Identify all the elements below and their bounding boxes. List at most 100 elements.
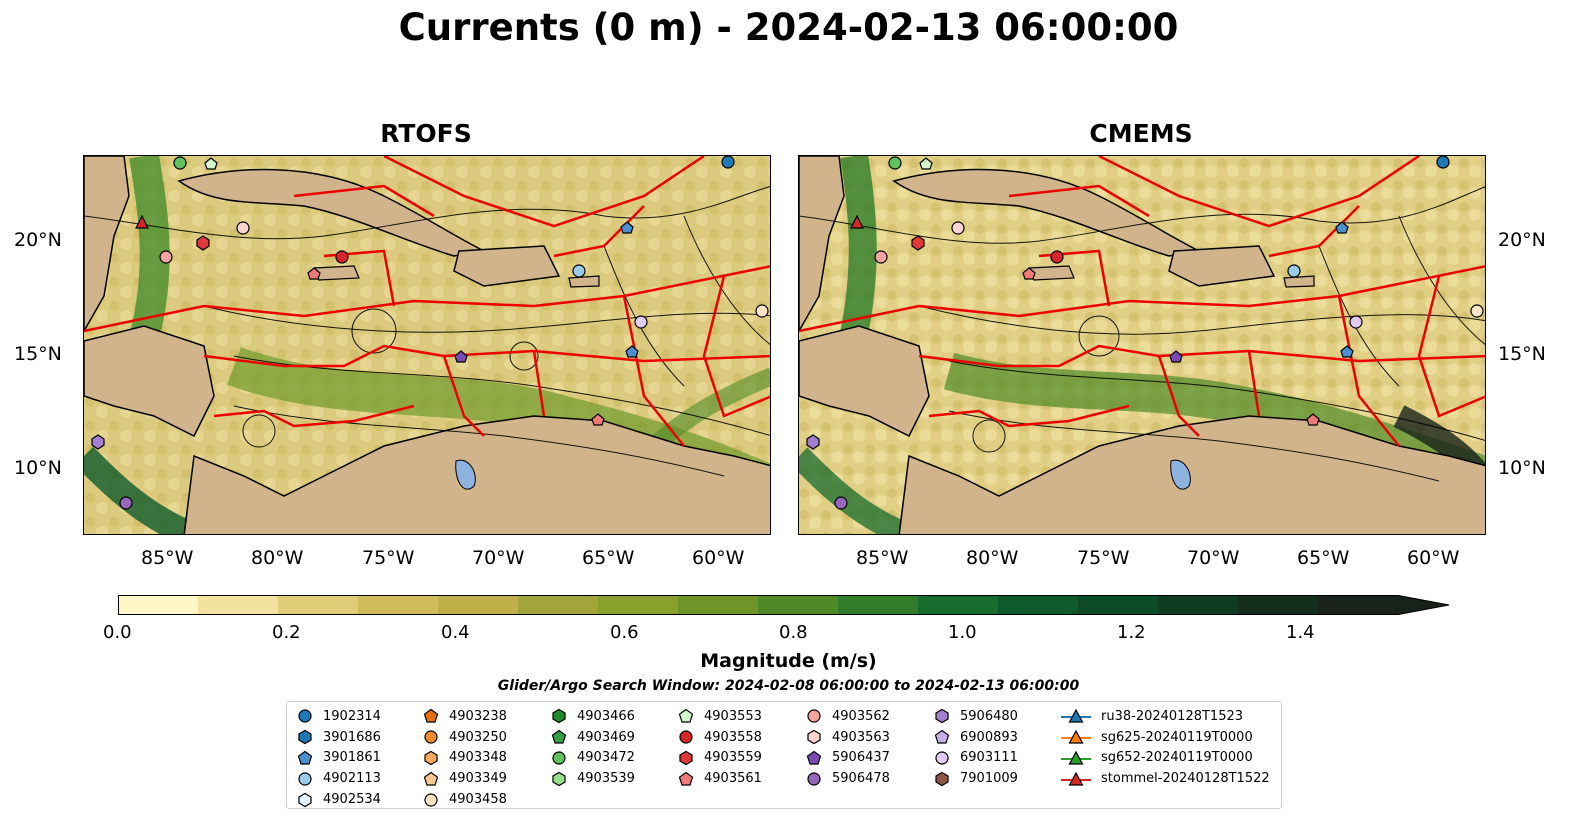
colorbar-segment	[1318, 595, 1399, 615]
legend-marker-icon	[424, 792, 438, 807]
lake-maracaibo	[455, 459, 476, 490]
colorbar-outline	[118, 595, 1450, 615]
legend-column: ru38-20240128T1523 sg625-20240119T0000 sg6…	[1061, 706, 1270, 789]
legend-marker-icon	[551, 729, 567, 744]
legend-item-label: 4903563	[832, 729, 890, 745]
legend-item-label: 6903111	[960, 750, 1018, 766]
argo-markers	[806, 156, 1484, 510]
lon-label: 65°W	[1297, 547, 1350, 569]
colorbar-segment	[118, 595, 199, 615]
legend-marker-icon	[806, 750, 822, 765]
legend-item: stommel-20240128T1522	[1061, 768, 1270, 789]
legend-item: 4903558	[678, 727, 762, 748]
legend-item-label: 5906437	[832, 750, 890, 766]
colorbar-tick-label: 0.0	[103, 622, 132, 643]
search-window-text: Glider/Argo Search Window: 2024-02-08 06…	[497, 678, 1080, 694]
colorbar-tick-label: 0.2	[272, 622, 301, 643]
colorbar	[118, 595, 1450, 615]
legend-marker-icon	[935, 709, 949, 724]
lon-label: 85°W	[141, 547, 194, 569]
land-hispaniola	[453, 245, 561, 287]
figure-title: Currents (0 m) - 2024-02-13 06:00:00	[398, 6, 1179, 49]
legend-item: 3901686	[297, 727, 381, 748]
legend-marker-icon	[423, 771, 439, 786]
legend-marker-icon	[552, 771, 566, 786]
legend-item: 4903561	[678, 768, 762, 789]
eez-boundaries	[84, 156, 770, 447]
legend-item: 4903553	[678, 706, 762, 727]
legend-marker-icon	[298, 709, 312, 723]
legend-item-label: 4903466	[577, 708, 635, 724]
legend-column: 4903238 4903250 4903348 4903349 4903458	[423, 706, 507, 810]
colorbar-segment	[1078, 595, 1159, 615]
legend-marker-icon	[935, 771, 949, 786]
legend-marker-icon	[679, 730, 693, 744]
land-puerto-rico	[568, 275, 600, 288]
legend-marker-icon	[298, 772, 312, 786]
lon-label: 65°W	[582, 547, 635, 569]
legend-item-label: 4903553	[704, 708, 762, 724]
lat-label-right: 20°N	[1498, 229, 1546, 251]
legend-marker-icon	[424, 730, 438, 744]
legend-marker-icon	[807, 729, 821, 745]
colorbar-segment	[1238, 595, 1319, 615]
legend-item: 5906478	[806, 768, 890, 789]
legend-item: sg652-20240119T0000	[1061, 748, 1270, 769]
legend-item: 3901861	[297, 748, 381, 769]
map-cmems[interactable]	[798, 155, 1486, 535]
argo-markers	[91, 156, 769, 510]
lon-label: 80°W	[251, 547, 304, 569]
lat-label-right: 10°N	[1498, 457, 1546, 479]
lon-label: 80°W	[966, 547, 1019, 569]
colorbar-segment	[918, 595, 999, 615]
legend-marker-icon	[679, 750, 693, 766]
colorbar-segment	[198, 595, 279, 615]
legend: 1902314 3901686 3901861 4902113 4902534 4903…	[286, 701, 1282, 809]
legend-item: 4903348	[423, 748, 507, 769]
legend-item-label: 5906480	[960, 708, 1018, 724]
legend-marker-icon	[423, 709, 439, 723]
legend-item: 4903469	[551, 727, 635, 748]
legend-item-label: 6900893	[960, 729, 1018, 745]
colorbar-extend-arrow	[1398, 595, 1450, 615]
legend-marker-icon	[678, 709, 694, 723]
legend-marker-icon	[424, 750, 438, 766]
legend-item-label: 7901009	[960, 771, 1018, 787]
legend-item-label: sg625-20240119T0000	[1101, 729, 1253, 745]
legend-marker-icon	[552, 709, 566, 724]
legend-item: 4903472	[551, 748, 635, 769]
colorbar-segment	[1158, 595, 1239, 615]
colorbar-title: Magnitude (m/s)	[700, 650, 877, 672]
lon-label: 85°W	[856, 547, 909, 569]
legend-item: 4902113	[297, 768, 381, 789]
lon-label: 60°W	[1407, 547, 1460, 569]
legend-column: 4903466 4903469 4903472 4903539	[551, 706, 635, 789]
legend-item-label: 4903348	[449, 750, 507, 766]
legend-item: 4903559	[678, 748, 762, 769]
legend-marker-icon	[935, 751, 949, 765]
colorbar-segment	[598, 595, 679, 615]
legend-item-label: 4903539	[577, 771, 635, 787]
legend-item-label: 4903561	[704, 771, 762, 787]
legend-marker-icon	[1061, 709, 1091, 723]
colorbar-tick-label: 1.2	[1117, 622, 1146, 643]
eez-boundaries	[799, 156, 1485, 447]
legend-item-label: 3901686	[323, 729, 381, 745]
colorbar-segment	[838, 595, 919, 615]
colorbar-segment	[438, 595, 519, 615]
legend-column: 1902314 3901686 3901861 4902113 4902534	[297, 706, 381, 810]
legend-item: 4903562	[806, 706, 890, 727]
legend-item-label: 4903472	[577, 750, 635, 766]
legend-item: 1902314	[297, 706, 381, 727]
legend-marker-icon	[934, 729, 950, 744]
colorbar-tick-label: 0.4	[441, 622, 470, 643]
legend-item-label: sg652-20240119T0000	[1101, 750, 1253, 766]
colorbar-segment	[278, 595, 359, 615]
legend-item-label: 4903458	[449, 792, 507, 808]
legend-item: sg625-20240119T0000	[1061, 727, 1270, 748]
legend-item-label: 4902113	[323, 771, 381, 787]
map-rtofs[interactable]	[83, 155, 771, 535]
legend-item-label: 4903250	[449, 729, 507, 745]
legend-marker-icon	[1061, 771, 1091, 786]
panel-title-cmems: CMEMS	[1089, 119, 1193, 148]
